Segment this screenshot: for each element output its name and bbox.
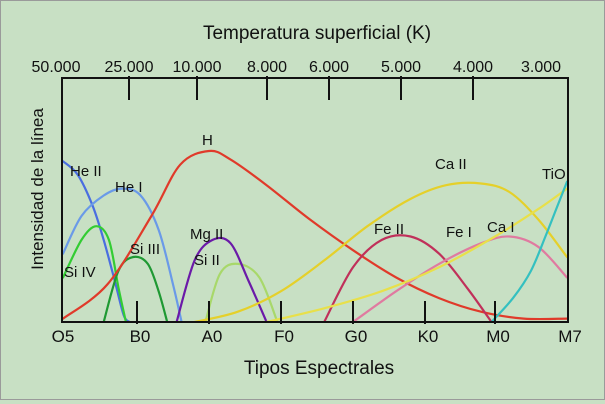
top-axis-title: Temperatura superficial (K)	[203, 23, 431, 44]
series-label-si-ii: Si II	[194, 252, 220, 269]
series-label-h: H	[202, 132, 213, 149]
series-labels-layer: He II He I Si IV Si III Si II Mg II H Ca II Fe I…	[64, 132, 566, 281]
top-tick-label: 8.000	[247, 59, 287, 76]
bottom-tick-label: K0	[418, 327, 439, 346]
series-label-ca-ii: Ca II	[435, 156, 467, 173]
series-label-mg-ii: Mg II	[190, 226, 223, 243]
plot-area-border	[61, 77, 569, 323]
series-line-ca-ii	[193, 181, 568, 322]
bottom-tick-label: B0	[130, 327, 151, 346]
bottom-tick-label: M7	[558, 327, 582, 346]
bottom-tick-label: F0	[274, 327, 294, 346]
series-line-si-iii	[102, 255, 169, 322]
series-label-he-i: He I	[115, 179, 143, 196]
series-label-he-ii: He II	[70, 163, 102, 180]
series-line-ca-i	[265, 187, 568, 322]
series-line-he-i	[62, 187, 183, 322]
top-tick-label: 3.000	[521, 59, 561, 76]
series-line-fe-i	[351, 235, 568, 322]
bottom-axis-title: Tipos Espectrales	[244, 358, 394, 379]
series-line-tio	[490, 180, 568, 322]
bottom-tick-label: O5	[52, 327, 75, 346]
top-tick-label: 6.000	[309, 59, 349, 76]
curves-layer	[62, 149, 568, 322]
series-line-si-ii	[204, 262, 279, 322]
series-label-tio: TiO	[542, 166, 566, 183]
top-tick-label: 4.000	[453, 59, 493, 76]
series-label-fe-ii: Fe II	[374, 221, 404, 238]
top-tick-label: 50.000	[32, 59, 81, 76]
series-label-fe-i: Fe I	[446, 224, 472, 241]
series-label-ca-i: Ca I	[487, 219, 515, 236]
series-line-fe-ii	[323, 234, 493, 322]
y-axis-title: Intensidad de la línea	[28, 108, 47, 270]
series-line-mg-ii	[175, 236, 268, 322]
bottom-tick-label: M0	[486, 327, 510, 346]
series-label-si-iv: Si IV	[64, 264, 96, 281]
ticks-layer: 50.000 25.000 10.000 8.000 6.000 5.000 4.000 3.…	[32, 59, 582, 346]
top-tick-label: 5.000	[381, 59, 421, 76]
bottom-tick-label: A0	[202, 327, 223, 346]
series-line-si-iv	[62, 225, 127, 322]
top-tick-label: 10.000	[173, 59, 222, 76]
series-line-h	[62, 149, 568, 321]
top-tick-label: 25.000	[105, 59, 154, 76]
bottom-tick-label: G0	[345, 327, 368, 346]
series-label-si-iii: Si III	[130, 241, 160, 258]
